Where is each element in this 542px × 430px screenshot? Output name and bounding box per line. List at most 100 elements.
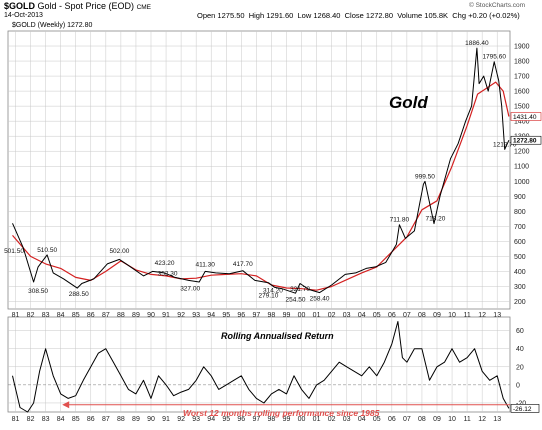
x-tick-label: 82: [27, 416, 35, 423]
x-tick-label: 12: [478, 416, 486, 423]
y-tick-label: 1400: [514, 119, 530, 126]
return-panel-title: Rolling Annualised Return: [221, 331, 334, 341]
exchange: CME: [136, 4, 152, 11]
low-value: Low 1268.40: [297, 11, 341, 20]
price-annotation: 321.70: [290, 286, 310, 293]
price-annotation: 423.20: [155, 260, 175, 267]
x-tick-label: 05: [373, 416, 381, 423]
x-tick-label: 81: [12, 312, 20, 319]
worst-level-label: Worst 12 months rolling performance sinc…: [183, 408, 380, 418]
x-tick-label: 98: [268, 416, 276, 423]
x-tick-label: 05: [373, 312, 381, 319]
x-tick-label: 09: [433, 312, 441, 319]
y-tick-label: 40: [516, 346, 524, 353]
x-tick-label: 12: [478, 312, 486, 319]
x-tick-label: 01: [313, 312, 321, 319]
y-tick-label: 20: [516, 364, 524, 371]
symbol: $GOLD: [4, 1, 36, 11]
price-last-value-box: [510, 135, 542, 145]
x-tick-label: 98: [268, 312, 276, 319]
x-tick-label: 02: [328, 312, 336, 319]
y-tick-label: 500: [514, 254, 526, 261]
x-tick-label: 94: [207, 312, 215, 319]
y-tick-label: 700: [514, 224, 526, 231]
x-tick-label: 92: [177, 416, 185, 423]
x-tick-label: 03: [343, 416, 351, 423]
ohlc-bar: Open 1275.50 High 1291.60 Low 1268.40 Cl…: [197, 11, 520, 20]
y-tick-label: 300: [514, 284, 526, 291]
y-tick-label: 1800: [514, 59, 530, 66]
y-tick-label: -20: [516, 400, 526, 407]
gold-price-line: [12, 47, 510, 294]
x-tick-label: 07: [403, 312, 411, 319]
price-last-value: 1272.80: [513, 138, 537, 145]
x-tick-label: 11: [463, 312, 470, 319]
x-tick-label: 93: [192, 312, 200, 319]
price-annotation: 254.50: [286, 296, 306, 303]
change-value: Chg +0.20 (+0.02%): [452, 11, 520, 20]
x-tick-label: 86: [87, 312, 95, 319]
y-tick-label: 60: [516, 328, 524, 335]
price-annotation: 1212.70: [493, 141, 517, 148]
open-value: Open 1275.50: [197, 11, 245, 20]
price-annotation: 1886.40: [465, 40, 489, 47]
x-tick-label: 83: [42, 416, 50, 423]
x-tick-label: 01: [313, 416, 321, 423]
price-annotation: 718.20: [426, 216, 446, 223]
x-tick-label: 99: [283, 312, 291, 319]
x-tick-label: 13: [493, 312, 501, 319]
x-tick-label: 81: [12, 416, 20, 423]
x-tick-label: 06: [388, 416, 396, 423]
price-annotation: 502.00: [109, 248, 129, 255]
x-tick-label: 85: [72, 416, 80, 423]
x-tick-label: 87: [102, 416, 110, 423]
price-annotation: 279.10: [258, 293, 278, 300]
x-tick-label: 03: [343, 312, 351, 319]
return-last-value-box: [510, 404, 540, 413]
x-tick-label: 00: [298, 416, 306, 423]
y-tick-label: 1200: [514, 149, 530, 156]
x-tick-label: 95: [222, 312, 230, 319]
x-tick-label: 84: [57, 416, 65, 423]
x-tick-label: 86: [87, 416, 95, 423]
x-tick-label: 96: [237, 416, 245, 423]
x-tick-label: 06: [388, 312, 396, 319]
price-annotation: 314.20: [263, 287, 283, 294]
x-tick-label: 93: [192, 416, 200, 423]
x-tick-label: 10: [448, 312, 456, 319]
x-tick-label: 91: [162, 416, 170, 423]
ma-last-value-box: [510, 112, 542, 121]
x-tick-label: 83: [42, 312, 50, 319]
series-legend: $GOLD (Weekly) 1272.80: [12, 22, 93, 29]
x-tick-label: 89: [132, 416, 140, 423]
x-tick-label: 94: [207, 416, 215, 423]
moving-average-line: [12, 81, 510, 291]
x-tick-label: 08: [418, 312, 426, 319]
y-tick-label: 400: [514, 269, 526, 276]
x-tick-label: 90: [147, 312, 155, 319]
y-tick-label: 600: [514, 239, 526, 246]
x-tick-label: 10: [448, 416, 456, 423]
y-tick-label: 1600: [514, 89, 530, 96]
price-annotation: 501.50: [4, 248, 24, 255]
x-tick-label: 00: [298, 312, 306, 319]
x-tick-label: 11: [463, 416, 470, 423]
worst-level-arrow: [62, 401, 70, 409]
price-annotation: 308.50: [28, 288, 48, 295]
x-tick-label: 96: [237, 312, 245, 319]
instrument-name: Gold - Spot Price (EOD): [37, 1, 135, 11]
rolling-return-line: [12, 321, 510, 413]
volume-value: Volume 105.8K: [397, 11, 449, 20]
x-tick-label: 85: [72, 312, 80, 319]
y-tick-label: 1500: [514, 104, 530, 111]
x-tick-label: 90: [147, 416, 155, 423]
y-tick-label: 800: [514, 209, 526, 216]
x-tick-label: 09: [433, 416, 441, 423]
price-annotation: 711.80: [390, 217, 410, 224]
price-annotation: 258.40: [310, 296, 330, 303]
y-tick-label: 1900: [514, 44, 530, 51]
x-tick-label: 84: [57, 312, 65, 319]
ma-last-value: 1431.40: [513, 114, 537, 121]
x-tick-label: 91: [162, 312, 170, 319]
